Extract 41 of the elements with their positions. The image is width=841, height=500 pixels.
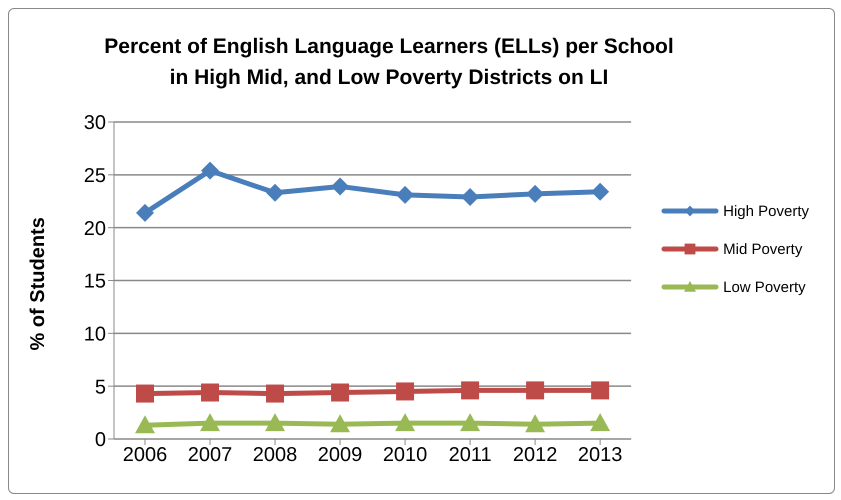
legend-label: Mid Poverty: [723, 240, 802, 258]
point: [460, 413, 480, 432]
point: [461, 381, 480, 400]
x-tick-label: 2008: [252, 444, 298, 466]
point: [266, 184, 284, 202]
point: [525, 414, 546, 432]
point: [136, 204, 154, 222]
point: [591, 182, 610, 201]
y-tick-label: 5: [94, 376, 106, 398]
x-tick-label: 2007: [188, 444, 232, 466]
point: [591, 381, 610, 400]
x-tick-label: 2012: [512, 444, 558, 466]
legend-label: High Poverty: [723, 202, 809, 220]
point: [266, 384, 284, 403]
y-tick-label: 20: [84, 218, 106, 240]
point: [330, 414, 350, 432]
point: [135, 415, 155, 434]
y-tick-label: 0: [94, 429, 106, 452]
y-tick-label: 25: [84, 164, 106, 187]
y-tick-label: 10: [84, 323, 106, 346]
point: [201, 162, 220, 180]
y-tick-label: 30: [84, 112, 106, 134]
point: [590, 413, 610, 432]
point: [331, 177, 350, 196]
point: [200, 413, 220, 432]
point: [136, 384, 154, 403]
point: [201, 384, 220, 402]
x-tick-label: 2011: [448, 444, 492, 466]
x-tick-label: 2006: [122, 444, 168, 466]
point: [396, 382, 414, 400]
y-axis-title: % of Students: [27, 217, 50, 350]
x-tick-label: 2009: [318, 444, 362, 466]
point: [331, 384, 350, 402]
point: [265, 413, 286, 432]
x-tick-label: 2013: [578, 444, 622, 466]
x-tick-label: 2010: [382, 444, 428, 466]
chart-title: Percent of English Language Learners (ELLs) per School in High Mid, and Low Poverty Districts on LI: [103, 34, 675, 91]
point: [395, 413, 416, 432]
legend-label: Low Poverty: [723, 278, 806, 296]
point: [526, 381, 544, 400]
y-tick-label: 15: [84, 270, 106, 293]
